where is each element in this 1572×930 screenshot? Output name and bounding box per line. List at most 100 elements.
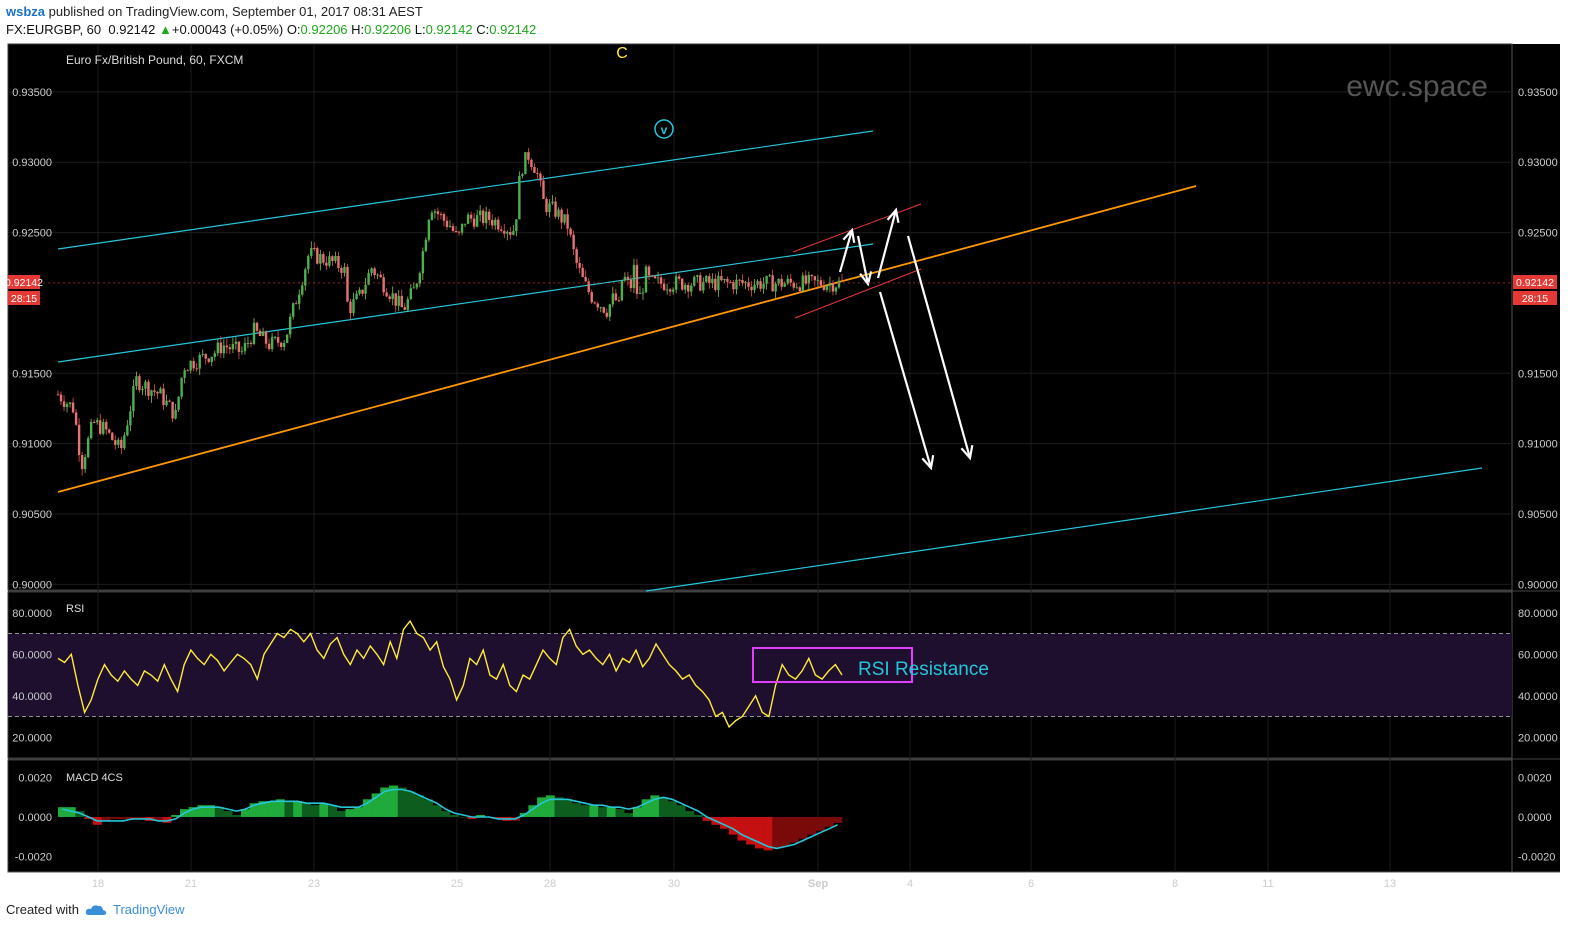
macd-bar [223, 811, 233, 817]
candle-body [114, 440, 117, 445]
candle-body [566, 214, 569, 229]
x-tick-label: 21 [185, 878, 197, 890]
candle-body [71, 402, 75, 413]
candle-body [789, 278, 792, 283]
candle-body [108, 429, 111, 433]
macd-y-label-right: -0.0020 [1518, 851, 1555, 863]
x-tick-label: 8 [1172, 878, 1178, 890]
y-tick-label-right: 0.91000 [1518, 439, 1558, 451]
candle-body [780, 278, 783, 287]
candle-body [539, 173, 542, 181]
candle-body [762, 283, 765, 289]
candle-body [285, 334, 289, 343]
candle-body [379, 274, 382, 278]
candle-body [617, 300, 621, 302]
candle-body [638, 292, 642, 294]
candle-body [605, 312, 608, 317]
candle-body [298, 294, 301, 304]
candle-body [629, 279, 633, 289]
candle-body [183, 370, 186, 378]
macd-bar [397, 787, 407, 817]
candle-body [500, 229, 503, 231]
author-link[interactable]: wsbza [6, 4, 46, 19]
macd-bar [328, 805, 338, 817]
macd-bar [467, 816, 477, 819]
macd-bar [667, 801, 677, 817]
candle-body [536, 172, 539, 174]
candle-body [304, 269, 307, 286]
candle-body [331, 256, 334, 262]
arrow-up-2-head [886, 207, 900, 223]
candle-body [237, 341, 241, 352]
candle-body [210, 356, 213, 362]
candle-body [222, 345, 226, 354]
macd-bar [432, 805, 442, 817]
candle-body [189, 360, 192, 371]
candle-body [777, 278, 780, 284]
minor-channel-bottom [794, 268, 922, 319]
macd-bar [110, 816, 120, 819]
y-tick-label-right: 0.90500 [1518, 509, 1558, 521]
candle-body [141, 388, 144, 391]
candle-body [111, 432, 114, 441]
candle-body [632, 265, 636, 289]
candle-body [810, 274, 814, 277]
candle-body [644, 266, 648, 293]
macd-bar [240, 809, 250, 817]
candle-body [828, 282, 832, 286]
countdown-tag-text: 28:15 [1522, 293, 1548, 305]
candle-body [282, 342, 286, 348]
high-value: 0.92206 [364, 22, 412, 37]
candle-body [620, 280, 624, 301]
candle-body [310, 248, 313, 256]
macd-bar [728, 816, 738, 835]
macd-bar [153, 816, 163, 821]
last-price-tag [1513, 275, 1557, 289]
candle-body [593, 302, 596, 304]
candle-body [451, 226, 455, 232]
candle-body [699, 275, 702, 291]
candle-body [385, 292, 388, 297]
candle-body [313, 248, 316, 250]
candle-body [433, 211, 437, 213]
macd-bar [781, 816, 791, 847]
candle-body [397, 295, 400, 306]
candle-body [804, 275, 808, 284]
macd-bar [458, 816, 468, 818]
candle-body [234, 341, 238, 344]
rsi-y-label-right: 60.0000 [1518, 649, 1558, 661]
countdown-tag [1513, 291, 1557, 305]
tradingview-link[interactable]: TradingView [112, 902, 185, 917]
y-tick-label-right: 0.93000 [1518, 157, 1558, 169]
macd-bar [580, 805, 590, 817]
candle-body [252, 322, 256, 345]
candle-body [795, 287, 798, 289]
macd-bar [214, 807, 224, 817]
candle-body [819, 280, 823, 286]
macd-bar [362, 799, 372, 817]
candle-body [783, 283, 786, 287]
macd-bar [406, 791, 416, 817]
candle-body [488, 211, 491, 220]
macd-bar [58, 807, 68, 817]
candle-body [430, 212, 434, 220]
candle-body [301, 285, 304, 295]
macd-bar [545, 795, 555, 817]
candle-body [714, 278, 717, 291]
candle-body [258, 330, 262, 337]
macd-bar [659, 797, 669, 817]
last-price: 0.92142 [108, 22, 156, 37]
candle-body [65, 404, 69, 407]
candle-body [442, 214, 446, 221]
candle-body [611, 293, 615, 305]
candle-body [177, 396, 180, 410]
macd-bar [693, 815, 703, 817]
x-tick-label: 11 [1262, 878, 1273, 890]
candle-body [150, 390, 153, 396]
candle-body [747, 282, 750, 287]
macd-bar [188, 807, 198, 817]
candle-body [352, 299, 355, 314]
macd-y-label-left: 0.0000 [18, 812, 52, 824]
wave-label-v: v [661, 123, 668, 137]
